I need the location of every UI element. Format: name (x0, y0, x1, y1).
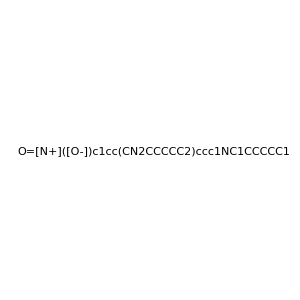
Text: O=[N+]([O-])c1cc(CN2CCCCC2)ccc1NC1CCCCC1: O=[N+]([O-])c1cc(CN2CCCCC2)ccc1NC1CCCCC1 (17, 146, 290, 157)
